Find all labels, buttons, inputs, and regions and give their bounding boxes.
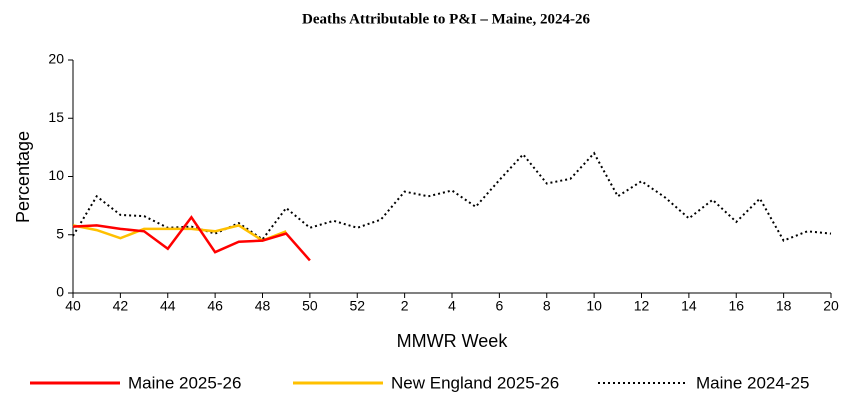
x-tick-label: 4 <box>448 298 456 314</box>
x-tick-label: 50 <box>302 298 318 314</box>
x-tick-label: 52 <box>349 298 365 314</box>
y-tick-label: 20 <box>48 51 64 67</box>
legend-label: Maine 2025-26 <box>128 373 241 392</box>
x-tick-label: 48 <box>255 298 271 314</box>
x-axis-label: MMWR Week <box>397 331 509 351</box>
x-tick-label: 46 <box>207 298 223 314</box>
series-line <box>72 215 311 262</box>
x-tick-label: 20 <box>823 298 839 314</box>
x-tick-label: 42 <box>113 298 129 314</box>
x-tick-label: 14 <box>681 298 697 314</box>
x-tick-label: 8 <box>543 298 551 314</box>
series-line <box>72 224 287 242</box>
x-tick-label: 40 <box>65 298 81 314</box>
y-tick-label: 5 <box>56 225 64 241</box>
y-tick-label: 10 <box>48 167 64 183</box>
x-tick-label: 6 <box>495 298 503 314</box>
chart-title: Deaths Attributable to P&I – Maine, 2024… <box>302 11 590 27</box>
x-tick-label: 10 <box>586 298 602 314</box>
x-tick-label: 2 <box>401 298 409 314</box>
x-tick-label: 12 <box>634 298 650 314</box>
x-tick-label: 16 <box>728 298 744 314</box>
legend-label: New England 2025-26 <box>391 373 559 392</box>
y-tick-label: 0 <box>56 284 64 300</box>
x-tick-label: 44 <box>160 298 176 314</box>
series-line <box>72 151 832 242</box>
x-tick-label: 18 <box>776 298 792 314</box>
y-tick-label: 15 <box>48 109 64 125</box>
legend-label: Maine 2024-25 <box>696 373 809 392</box>
y-axis-label: Percentage <box>13 131 33 223</box>
